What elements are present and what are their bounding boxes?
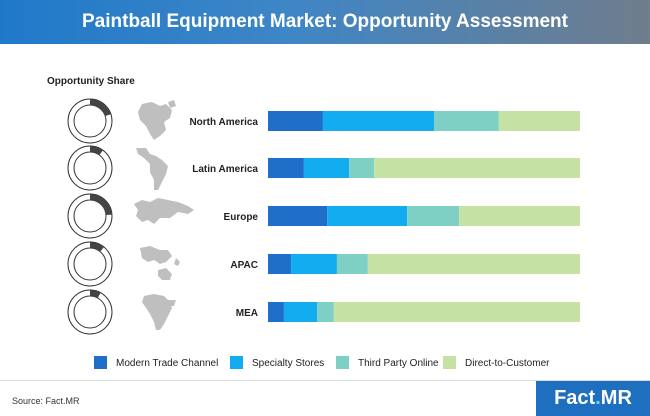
north-america-map-icon bbox=[138, 100, 176, 140]
opportunity-chart: Opportunity Share North America Latin Ame… bbox=[47, 76, 580, 369]
ring-share-europe bbox=[89, 194, 112, 216]
bar-mea-third-party-online bbox=[316, 302, 334, 322]
bar-latin-america-specialty-stores bbox=[303, 158, 350, 178]
ring-share-mea bbox=[89, 290, 101, 299]
bar-apac-modern-trade-channel bbox=[268, 254, 292, 274]
legend-swatch-specialty-stores bbox=[230, 356, 243, 369]
bar-plot-area bbox=[268, 111, 580, 322]
ring-inner-apac bbox=[73, 247, 107, 281]
opportunity-share-label: Opportunity Share bbox=[47, 76, 135, 87]
logo-main: Fact bbox=[554, 387, 596, 409]
page-title: Paintball Equipment Market: Opportunity … bbox=[82, 11, 568, 32]
legend-swatch-direct-to-customer bbox=[443, 356, 456, 369]
bar-apac-specialty-stores bbox=[291, 254, 337, 274]
category-label-mea: MEA bbox=[236, 308, 258, 319]
latin-america-map-icon bbox=[136, 148, 168, 190]
opportunity-rings bbox=[67, 98, 113, 335]
bar-north-america-specialty-stores bbox=[322, 111, 434, 131]
bar-latin-america-direct-to-customer bbox=[374, 158, 580, 178]
bar-latin-america-third-party-online bbox=[349, 158, 375, 178]
bar-mea-modern-trade-channel bbox=[268, 302, 284, 322]
bar-north-america-third-party-online bbox=[433, 111, 499, 131]
bar-europe-modern-trade-channel bbox=[268, 206, 328, 226]
bar-north-america-modern-trade-channel bbox=[268, 111, 323, 131]
source-note: Source: Fact.MR bbox=[12, 396, 80, 406]
ring-outer-mea bbox=[67, 289, 113, 335]
bar-north-america-direct-to-customer bbox=[498, 111, 580, 131]
category-label-north-america: North America bbox=[189, 117, 258, 128]
bar-europe-third-party-online bbox=[407, 206, 460, 226]
ring-share-latin-america bbox=[89, 146, 103, 156]
logo-dot: . bbox=[595, 387, 601, 409]
europe-map-icon bbox=[134, 198, 194, 224]
apac-map-icon bbox=[140, 246, 180, 280]
footer-divider bbox=[0, 380, 650, 381]
ring-share-apac bbox=[89, 242, 105, 252]
ring-outer-latin-america bbox=[67, 145, 113, 191]
bar-mea-specialty-stores bbox=[283, 302, 317, 322]
title-banner bbox=[0, 0, 650, 44]
category-label-europe: Europe bbox=[224, 212, 259, 223]
mea-map-icon bbox=[142, 294, 176, 330]
ring-inner-latin-america bbox=[73, 151, 107, 185]
category-label-latin-america: Latin America bbox=[192, 164, 258, 175]
ring-outer-apac bbox=[67, 241, 113, 287]
logo-suffix: MR bbox=[600, 387, 632, 409]
bar-latin-america-modern-trade-channel bbox=[268, 158, 304, 178]
ring-share-north-america bbox=[89, 99, 111, 117]
legend-label-modern-trade-channel: Modern Trade Channel bbox=[116, 358, 218, 369]
bar-europe-specialty-stores bbox=[327, 206, 408, 226]
bar-mea-direct-to-customer bbox=[333, 302, 580, 322]
ring-inner-north-america bbox=[73, 104, 107, 138]
legend: Modern Trade Channel Specialty Stores Thir… bbox=[94, 356, 550, 369]
legend-label-third-party-online: Third Party Online bbox=[358, 358, 439, 369]
bar-apac-direct-to-customer bbox=[367, 254, 580, 274]
category-label-apac: APAC bbox=[230, 260, 258, 271]
ring-inner-mea bbox=[73, 295, 107, 329]
legend-label-direct-to-customer: Direct-to-Customer bbox=[465, 358, 550, 369]
legend-swatch-modern-trade-channel bbox=[94, 356, 107, 369]
legend-swatch-third-party-online bbox=[336, 356, 349, 369]
legend-label-specialty-stores: Specialty Stores bbox=[252, 358, 324, 369]
category-labels: North America Latin America Europe APAC MEA bbox=[189, 117, 258, 319]
region-maps bbox=[134, 100, 194, 330]
ring-inner-europe bbox=[73, 199, 107, 233]
bar-europe-direct-to-customer bbox=[459, 206, 580, 226]
bar-apac-third-party-online bbox=[336, 254, 368, 274]
factmr-logo: Fact.MR bbox=[536, 381, 650, 416]
